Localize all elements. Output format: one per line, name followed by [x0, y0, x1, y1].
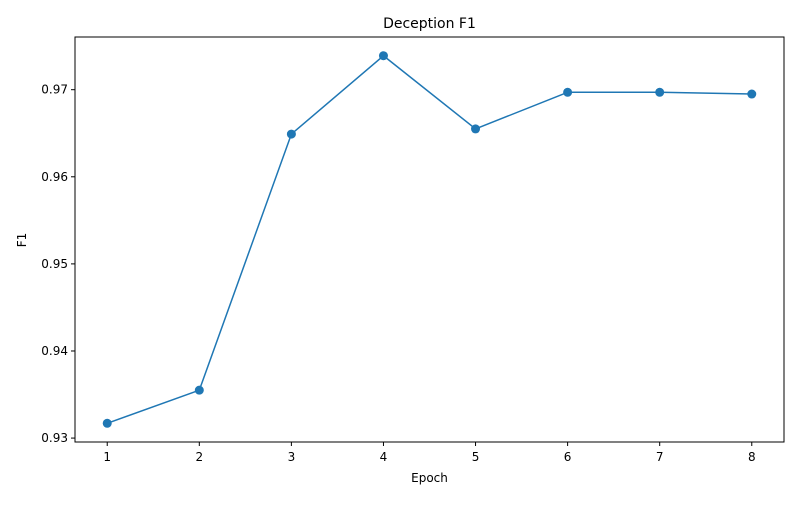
x-tick-label: 4	[380, 450, 388, 464]
data-point	[102, 418, 112, 428]
x-tick-label: 3	[288, 450, 296, 464]
x-tick-label: 6	[564, 450, 572, 464]
y-tick-label: 0.93	[41, 431, 68, 445]
y-tick-label: 0.97	[41, 83, 68, 97]
x-tick-label: 8	[748, 450, 756, 464]
chart-title: Deception F1	[383, 16, 476, 32]
x-axis-label: Epoch	[411, 471, 448, 485]
data-point	[194, 385, 204, 395]
plot-frame	[74, 36, 785, 443]
x-tick-label: 5	[472, 450, 480, 464]
series-line	[106, 54, 752, 424]
y-axis-label: F1	[15, 233, 29, 248]
y-tick-label: 0.95	[41, 257, 68, 271]
x-tick-label: 7	[656, 450, 664, 464]
data-point	[286, 129, 296, 139]
x-tick-label: 2	[195, 450, 203, 464]
x-tick-label: 1	[103, 450, 111, 464]
plot-area: 1 2 3 4 5 6 7 8 0.93 0.94 0.95 0.96 0.97	[41, 36, 785, 464]
data-point	[747, 89, 757, 99]
data-point	[471, 124, 481, 134]
y-tick-label: 0.94	[41, 344, 68, 358]
y-tick-label: 0.96	[41, 170, 68, 184]
data-point	[563, 87, 573, 97]
data-point	[655, 87, 665, 97]
data-point	[378, 51, 388, 61]
